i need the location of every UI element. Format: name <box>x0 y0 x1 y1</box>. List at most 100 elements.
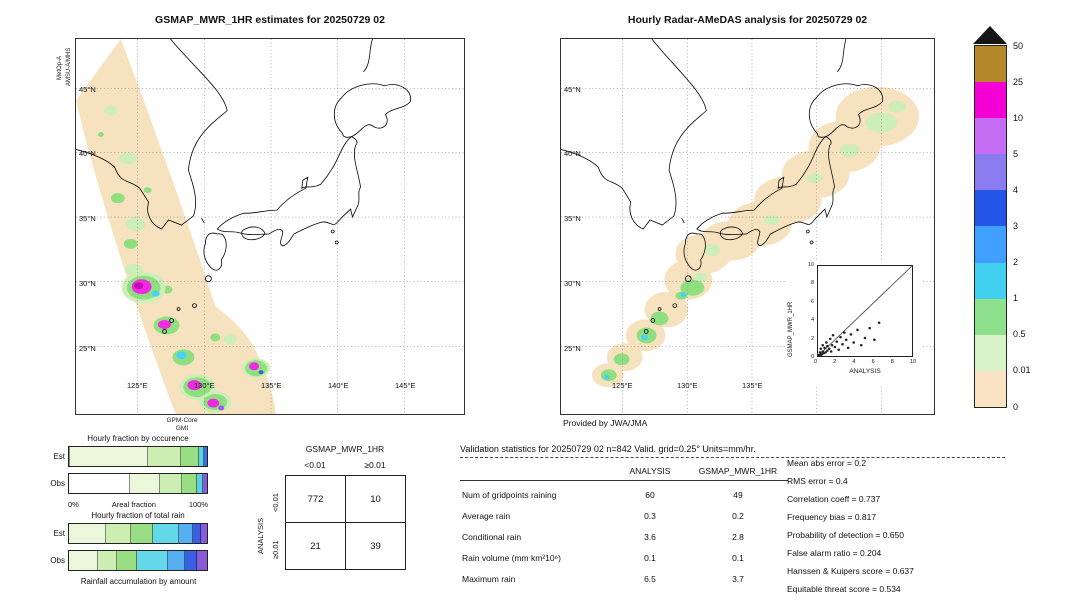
validation-col-header-gsmap: GSMAP_MWR_1HR <box>698 466 778 476</box>
lat-tick-label: 35°N <box>564 214 581 223</box>
colorbar-tick-label: 50 <box>1013 40 1024 51</box>
left-map-title: GSMAP_MWR_1HR estimates for 20250729 02 <box>155 14 385 26</box>
colorbar-tick-label: 25 <box>1013 76 1024 87</box>
axis-title: Areal fraction <box>111 500 156 509</box>
bar-row-label: Est <box>53 452 65 461</box>
validation-stat-line: False alarm ratio = 0.204 <box>787 548 914 566</box>
bar-segment <box>182 474 198 493</box>
inset-x-tick-label: 8 <box>890 359 894 365</box>
validation-col-header-analysis: ANALYSIS <box>629 466 671 476</box>
bar-track <box>68 550 208 571</box>
colorbar-segment <box>975 262 1006 299</box>
coastline <box>76 39 412 334</box>
bar-segment <box>179 524 194 543</box>
contingency-title: GSMAP_MWR_1HR <box>305 444 385 454</box>
bar-segment <box>69 551 98 570</box>
contingency-row-axis-label: ANALYSIS <box>256 517 265 554</box>
occurrence-fraction-chart: Hourly fraction by occurence Est Obs 0% A… <box>46 434 216 509</box>
validation-stat-line: RMS error = 0.4 <box>787 476 914 494</box>
bar-segment <box>117 551 137 570</box>
validation-row-label: Maximum rain <box>462 574 516 584</box>
bar-row: Obs <box>46 550 216 571</box>
colorbar-segment <box>975 190 1006 227</box>
validation-analysis-value: 0.3 <box>644 511 656 521</box>
sensor-label-amsu: AMSU-A/MHS <box>66 47 72 86</box>
bar-segment <box>180 447 199 466</box>
lon-tick-label: 135°E <box>261 381 282 390</box>
inset-x-axis-label: ANALYSIS <box>849 368 881 375</box>
colorbar-tick-label: 5 <box>1013 148 1019 159</box>
bar-segment <box>70 447 148 466</box>
right-map-canvas <box>561 39 934 414</box>
colorbar-tick-label: 1 <box>1013 293 1019 304</box>
right-map: GSMAP_MWR_1HR ANALYSIS 0 0 2 2 4 4 6 6 8 8 10 10 45… <box>560 38 935 415</box>
colorbar-segment <box>975 370 1006 407</box>
lat-tick-label: 30°N <box>564 279 581 288</box>
validation-rows: Num of gridpoints raining 60 49 Average rai… <box>460 486 790 591</box>
validation-title: Validation statistics for 20250729 02 n=… <box>460 444 756 454</box>
stat-label: Equitable threat score = <box>787 584 880 594</box>
contingency-cell: 772 <box>285 475 346 523</box>
validation-gsmap-value: 2.8 <box>732 532 744 542</box>
contingency-cell: 21 <box>285 522 346 570</box>
stat-label: Frequency bias = <box>787 512 855 522</box>
bar-segment <box>106 524 132 543</box>
validation-stat-line: Probability of detection = 0.650 <box>787 530 914 548</box>
colorbar-tick-label: 4 <box>1013 184 1019 195</box>
validation-analysis-value: 60 <box>645 490 655 500</box>
bar-row-label: Obs <box>50 479 65 488</box>
sensor-label-gmi: GMI <box>175 424 189 432</box>
bar-track <box>68 523 208 544</box>
sensor-label-metop: MetOp-A <box>57 55 63 80</box>
validation-gsmap-value: 0.1 <box>732 553 744 563</box>
inset-scatter: GSMAP_MWR_1HR ANALYSIS 0 0 2 2 4 4 6 6 8 8 10 10 <box>785 261 921 387</box>
validation-analysis-value: 6.5 <box>644 574 656 584</box>
bar-track <box>68 446 208 467</box>
bar-segment <box>69 474 130 493</box>
stat-value: 0.4 <box>835 476 848 486</box>
validation-gsmap-value: 0.2 <box>732 511 744 521</box>
colorbar-segment <box>975 334 1006 371</box>
colorbar-segment <box>975 298 1006 335</box>
colorbar-segment <box>975 154 1006 191</box>
validation-gsmap-value: 3.7 <box>732 574 744 584</box>
inset-y-tick-label: 2 <box>810 335 814 342</box>
left-map-canvas <box>76 39 464 414</box>
bar-segment <box>201 524 207 543</box>
lat-tick-label: 25°N <box>564 344 581 353</box>
validation-row-label: Num of gridpoints raining <box>462 490 557 500</box>
diagonal-line <box>818 266 912 356</box>
bar-segment <box>160 474 183 493</box>
colorbar-tick-label: 10 <box>1013 112 1024 123</box>
validation-row-label: Average rain <box>462 511 511 521</box>
bar-row: Obs <box>46 473 216 494</box>
bar-segment <box>131 524 154 543</box>
stat-label: Correlation coeff = <box>787 494 859 504</box>
bar-row: Est <box>46 523 216 544</box>
totalrain-fraction-chart: Hourly fraction of total rain Est Obs Rai… <box>46 511 216 586</box>
validation-stat-line: Correlation coeff = 0.737 <box>787 494 914 512</box>
validation-stats: Mean abs error = 0.2 RMS error = 0.4 Corre… <box>787 458 914 602</box>
inset-y-tick-label: 6 <box>810 298 814 305</box>
stat-value: 0.650 <box>882 530 904 540</box>
colorbar-tick-label: 0.5 <box>1013 329 1026 340</box>
colorbar-segment <box>975 118 1006 155</box>
colorbar-segment <box>975 226 1006 263</box>
sensor-label-gpm-core: GPM-Core <box>166 417 198 424</box>
stat-label: RMS error = <box>787 476 836 486</box>
occurrence-chart-title: Hourly fraction by occurence <box>87 434 189 443</box>
colorbar-segment <box>975 46 1006 83</box>
stat-value: 0.817 <box>854 512 877 522</box>
totalrain-chart-caption: Rainfall accumulation by amount <box>80 577 197 586</box>
bar-row: Est <box>46 446 216 467</box>
inset-y-tick-label: 0 <box>810 354 814 360</box>
validation-row: Num of gridpoints raining 60 49 <box>460 486 790 507</box>
inset-y-tick-label: 4 <box>810 317 814 324</box>
stat-value: 0.534 <box>879 584 901 594</box>
colorbar-segments <box>974 45 1007 408</box>
inset-x-tick-label: 6 <box>871 359 875 365</box>
colorbar-tick-label: 0.01 <box>1013 365 1031 376</box>
colorbar-tick-label: 0 <box>1013 401 1019 412</box>
validation-stat-line: Mean abs error = 0.2 <box>787 458 914 476</box>
